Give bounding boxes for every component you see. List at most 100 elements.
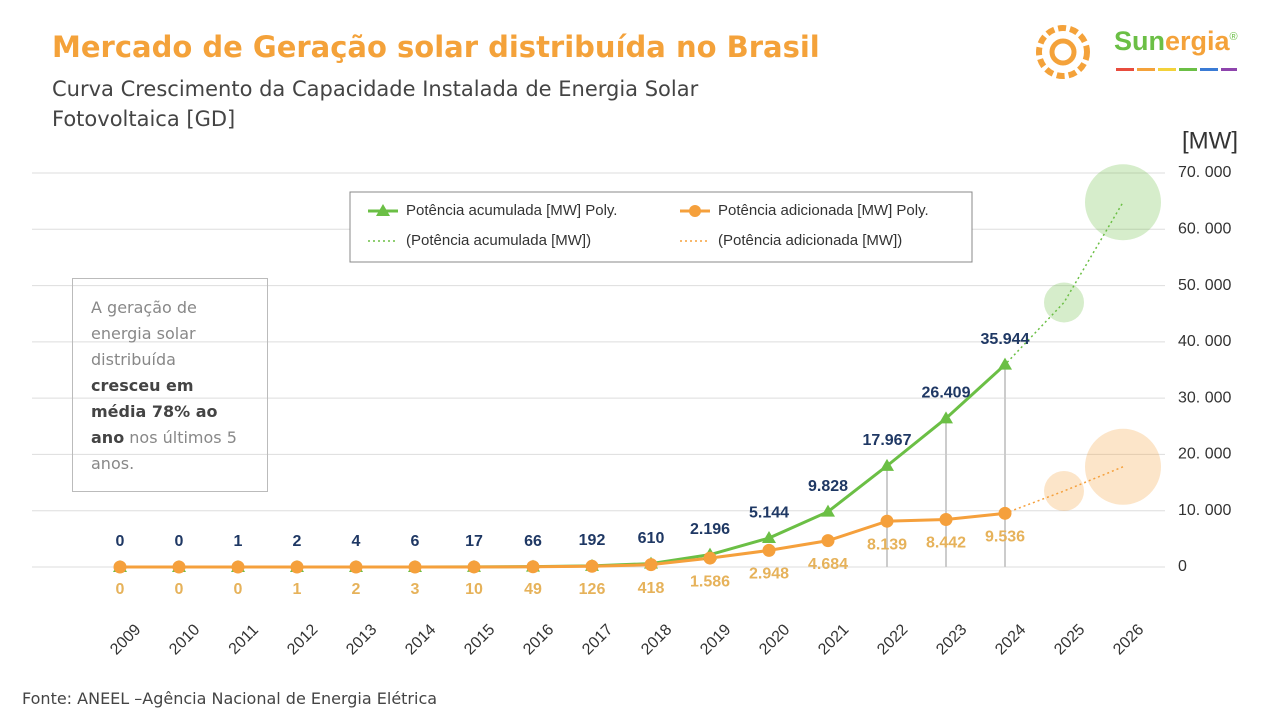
data-label: 66 — [524, 533, 542, 550]
sun-icon — [1036, 25, 1090, 79]
data-label: 0 — [116, 533, 125, 550]
data-label: 0 — [234, 581, 243, 598]
projection-bubble — [1085, 164, 1161, 241]
data-label: 2.196 — [690, 521, 730, 538]
y-tick-label: 40. 000 — [1178, 333, 1231, 350]
x-tick-label: 2012 — [284, 621, 321, 658]
data-label: 6 — [411, 533, 420, 550]
data-label: 8.442 — [926, 535, 966, 552]
x-tick-label: 2011 — [226, 622, 262, 658]
marker — [880, 514, 894, 528]
projection-bubble — [1044, 471, 1084, 512]
data-label: 2 — [352, 581, 361, 598]
y-tick-label: 30. 000 — [1178, 389, 1231, 406]
x-tick-label: 2019 — [697, 621, 734, 658]
data-label: 49 — [524, 581, 542, 598]
data-label: 5.144 — [749, 504, 789, 521]
data-label: 4 — [352, 533, 361, 550]
legend — [349, 191, 973, 263]
projection-bubble — [1044, 282, 1084, 323]
marker — [998, 506, 1012, 520]
title: Mercado de Geração solar distribuída no … — [52, 30, 820, 64]
data-label: 8.139 — [867, 536, 907, 553]
marker — [821, 534, 835, 548]
data-label: 2.948 — [749, 566, 789, 583]
marker — [349, 560, 363, 574]
data-label: 17 — [465, 533, 483, 550]
y-tick-label: 10. 000 — [1178, 502, 1231, 519]
x-tick-label: 2022 — [874, 621, 911, 658]
logo-mark: ® — [1229, 31, 1238, 43]
data-label: 1 — [234, 533, 243, 550]
x-tick-label: 2023 — [933, 621, 970, 658]
source: Fonte: ANEEL –Agência Nacional de Energi… — [22, 689, 438, 708]
x-tick-label: 2015 — [461, 621, 498, 658]
x-tick-label: 2026 — [1110, 621, 1147, 658]
annotation: A geração de energia solar distribuída c… — [72, 278, 268, 492]
legend-marker — [376, 204, 390, 216]
data-label: 0 — [175, 581, 184, 598]
x-tick-label: 2021 — [815, 621, 852, 658]
legend-label: (Potência adicionada [MW]) — [718, 232, 902, 249]
data-label: 0 — [116, 581, 125, 598]
x-tick-label: 2018 — [638, 621, 675, 658]
data-label: 35.944 — [981, 331, 1030, 348]
annotation-text: nos últimos 5 anos. — [91, 428, 237, 473]
logo-text: Sun — [1114, 26, 1165, 56]
x-tick-label: 2013 — [343, 621, 380, 658]
data-label: 9.828 — [808, 478, 848, 495]
data-label: 610 — [638, 530, 665, 547]
marker — [939, 411, 953, 424]
data-label: 192 — [579, 532, 606, 549]
subtitle: Curva Crescimento da Capacidade Instalad… — [52, 77, 699, 131]
data-label: 2 — [293, 533, 302, 550]
marker — [467, 560, 481, 574]
data-label: 126 — [579, 581, 606, 598]
y-axis-label: [MW] — [1182, 127, 1238, 154]
data-label: 17.967 — [863, 432, 912, 449]
marker — [998, 357, 1012, 370]
marker — [762, 531, 776, 544]
legend-label: Potência adicionada [MW] Poly. — [718, 202, 929, 219]
legend-label: (Potência acumulada [MW]) — [406, 232, 591, 249]
marker — [703, 551, 717, 565]
series-line — [120, 511, 1006, 569]
x-tick-label: 2016 — [520, 621, 557, 658]
logo-stripes — [1116, 68, 1237, 71]
marker — [408, 560, 422, 574]
marker — [821, 504, 835, 517]
marker — [939, 512, 953, 526]
projection-bubble — [1085, 428, 1161, 505]
data-label: 1 — [293, 581, 302, 598]
annotation-text: A geração de energia solar distribuída — [91, 298, 197, 369]
marker — [880, 458, 894, 471]
marker — [585, 559, 599, 573]
y-tick-label: 70. 000 — [1178, 164, 1231, 181]
y-tick-label: 50. 000 — [1178, 277, 1231, 294]
marker — [172, 560, 186, 574]
x-tick-label: 2014 — [402, 621, 439, 658]
x-tick-label: 2020 — [756, 621, 793, 658]
logo-text: ergia — [1165, 26, 1230, 56]
marker — [762, 543, 776, 557]
data-label: 4.684 — [808, 556, 848, 573]
x-tick-label: 2017 — [579, 621, 616, 658]
marker — [290, 560, 304, 574]
data-label: 9.536 — [985, 529, 1025, 546]
data-label: 0 — [175, 533, 184, 550]
x-tick-label: 2010 — [166, 621, 203, 658]
data-label: 418 — [638, 580, 665, 597]
legend-marker — [689, 205, 701, 217]
legend-label: Potência acumulada [MW] Poly. — [406, 202, 617, 219]
annotation-highlight: cresceu em média 78% ao ano — [91, 376, 218, 447]
y-tick-label: 20. 000 — [1178, 446, 1231, 463]
marker — [231, 560, 245, 574]
x-tick-label: 2009 — [107, 621, 144, 658]
marker — [644, 558, 658, 572]
x-tick-label: 2024 — [992, 621, 1029, 658]
y-tick-label: 60. 000 — [1178, 221, 1231, 238]
x-tick-label: 2025 — [1051, 621, 1088, 658]
marker — [526, 560, 540, 574]
